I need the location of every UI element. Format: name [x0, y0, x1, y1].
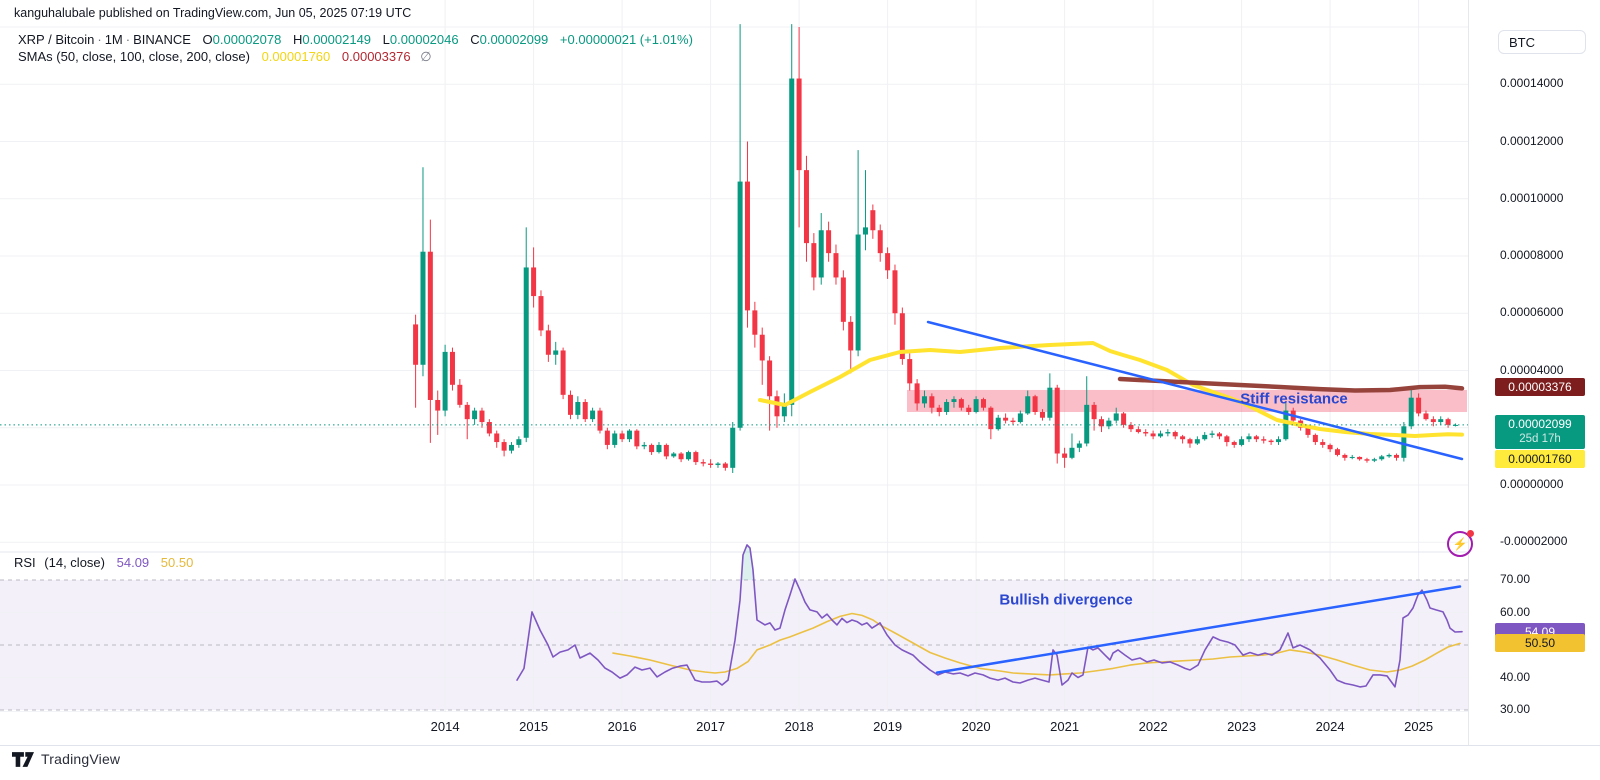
interval-label[interactable]: 1M — [104, 32, 123, 47]
price-axis-label: 0.00008000 — [1500, 248, 1564, 262]
sma-empty-value: ∅ — [420, 49, 432, 64]
open-letter: O — [202, 32, 213, 47]
time-axis-year-label[interactable]: 2021 — [1050, 719, 1080, 734]
resistance-zone[interactable] — [907, 389, 1467, 413]
publisher-line: kanguhalubale published on TradingView.c… — [14, 6, 412, 20]
time-axis-year-label[interactable]: 2016 — [607, 719, 637, 734]
sma50-line[interactable] — [758, 341, 1464, 438]
low-value: 0.00002046 — [389, 32, 459, 47]
price-axis-label: 0.00012000 — [1500, 133, 1564, 148]
high-value: 0.00002149 — [302, 32, 372, 47]
time-axis-year-label[interactable]: 2019 — [873, 719, 903, 734]
time-axis-year-label[interactable]: 2018 — [784, 719, 814, 734]
time-axis-year-label[interactable]: 2014 — [430, 719, 460, 734]
time-axis-year-label[interactable]: 2022 — [1138, 719, 1168, 734]
sma50-badge: 0.00001760 — [1495, 449, 1585, 468]
rsi-ma-badge: 50.50 — [1495, 634, 1585, 653]
high-letter: H — [292, 32, 303, 47]
rsi-overbought-fill — [741, 544, 755, 580]
flash-icon[interactable]: ⚡ — [1447, 530, 1474, 557]
last-price-value: 0.00002099 — [1508, 416, 1572, 431]
price-axis-label: 0.00006000 — [1500, 305, 1564, 320]
sma200-badge: 0.00003376 — [1495, 378, 1585, 397]
price-axis-label: -0.00002000 — [1500, 534, 1568, 549]
rsi-axis-label: 70.00 — [1500, 572, 1531, 586]
rsi-value: 54.09 — [116, 555, 150, 570]
time-axis-year-label[interactable]: 2025 — [1404, 719, 1434, 734]
rsi-ma-value: 50.50 — [160, 555, 194, 570]
close-value: 0.00002099 — [479, 32, 549, 47]
rsi-ma-line[interactable] — [612, 612, 1461, 676]
rsi-params: (14, close) — [44, 555, 105, 570]
stiff-resistance-label[interactable]: Stiff resistance — [1240, 390, 1348, 408]
currency-toggle-button[interactable]: BTC — [1498, 30, 1586, 54]
time-axis-year-label[interactable]: 2024 — [1315, 719, 1345, 734]
sma-legend[interactable]: SMAs (50, close, 100, close, 200, close)… — [18, 49, 432, 65]
symbol-legend[interactable]: XRP / Bitcoin · 1M · BINANCE O0.00002078 H0.… — [18, 32, 693, 47]
bullish-divergence-label[interactable]: Bullish divergence — [999, 591, 1133, 609]
rsi-axis-label: 60.00 — [1500, 604, 1531, 619]
tradingview-logo-icon — [12, 751, 34, 767]
bar-countdown: 25d 17h — [1519, 432, 1561, 445]
rsi-legend[interactable]: RSI (14, close) 54.09 50.50 — [14, 555, 193, 570]
open-value: 0.00002078 — [212, 32, 282, 47]
time-axis-year-label[interactable]: 2015 — [519, 719, 549, 734]
symbol-name[interactable]: XRP / Bitcoin — [18, 32, 95, 47]
footer-divider — [0, 745, 1600, 746]
time-axis-year-label[interactable]: 2017 — [696, 719, 726, 734]
price-scale-separator[interactable] — [1468, 0, 1469, 745]
rsi-title[interactable]: RSI — [14, 555, 36, 570]
time-axis-year-label[interactable]: 2020 — [961, 719, 991, 734]
rsi-axis-label: 40.00 — [1500, 669, 1531, 684]
close-letter: C — [470, 32, 480, 47]
last-price-badge: 0.00002099 25d 17h — [1495, 414, 1585, 449]
rsi-axis-label: 30.00 — [1500, 702, 1531, 716]
price-axis-label: 0.00010000 — [1500, 190, 1564, 205]
rsi-line[interactable] — [516, 544, 1463, 688]
notification-dot — [1467, 530, 1474, 537]
price-axis-label: 0.00004000 — [1500, 362, 1564, 377]
sma200-line[interactable] — [1117, 376, 1465, 393]
sma200-value: 0.00003376 — [341, 49, 411, 64]
brand-text: TradingView — [41, 751, 121, 767]
low-letter: L — [382, 32, 390, 47]
tradingview-brand[interactable]: TradingView — [12, 751, 120, 767]
change-value: +0.00000021 (+1.01%) — [559, 32, 693, 47]
legend-separator: · — [125, 32, 131, 47]
exchange-label: BINANCE — [133, 32, 191, 47]
price-downtrend-line[interactable] — [926, 320, 1464, 461]
rsi-uptrend-line[interactable] — [935, 585, 1462, 674]
legend-separator: · — [97, 32, 102, 47]
price-axis-label: 0.00000000 — [1500, 477, 1564, 491]
price-axis-label: 0.00014000 — [1500, 76, 1564, 91]
candlestick-series[interactable] — [413, 24, 1458, 473]
time-axis-year-label[interactable]: 2023 — [1227, 719, 1257, 734]
sma-legend-label[interactable]: SMAs (50, close, 100, close, 200, close) — [18, 49, 250, 64]
sma50-value: 0.00001760 — [261, 49, 331, 64]
